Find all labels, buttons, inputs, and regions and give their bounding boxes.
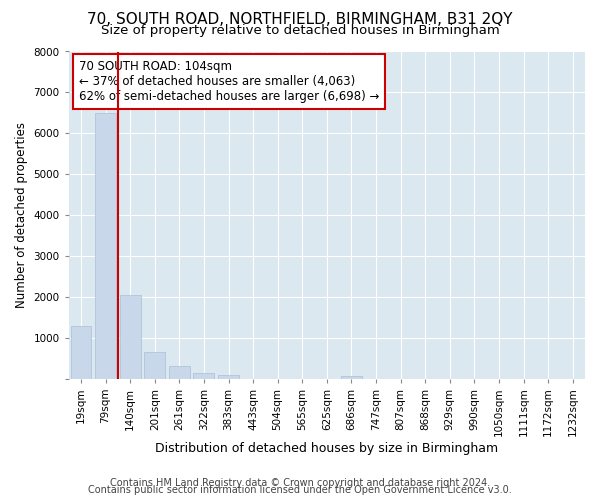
X-axis label: Distribution of detached houses by size in Birmingham: Distribution of detached houses by size … (155, 442, 499, 455)
Text: 70 SOUTH ROAD: 104sqm
← 37% of detached houses are smaller (4,063)
62% of semi-d: 70 SOUTH ROAD: 104sqm ← 37% of detached … (79, 60, 379, 102)
Bar (341, 376, 362, 378)
Bar (193, 372, 214, 378)
Bar (218, 375, 239, 378)
Text: Contains HM Land Registry data © Crown copyright and database right 2024.: Contains HM Land Registry data © Crown c… (110, 478, 490, 488)
Text: Contains public sector information licensed under the Open Government Licence v3: Contains public sector information licen… (88, 485, 512, 495)
Bar (95, 114, 116, 378)
Bar (145, 352, 165, 378)
Bar (120, 295, 140, 378)
Text: 70, SOUTH ROAD, NORTHFIELD, BIRMINGHAM, B31 2QY: 70, SOUTH ROAD, NORTHFIELD, BIRMINGHAM, … (87, 12, 513, 28)
Bar (71, 326, 91, 378)
Y-axis label: Number of detached properties: Number of detached properties (15, 122, 28, 308)
Text: Size of property relative to detached houses in Birmingham: Size of property relative to detached ho… (101, 24, 499, 37)
Bar (169, 366, 190, 378)
